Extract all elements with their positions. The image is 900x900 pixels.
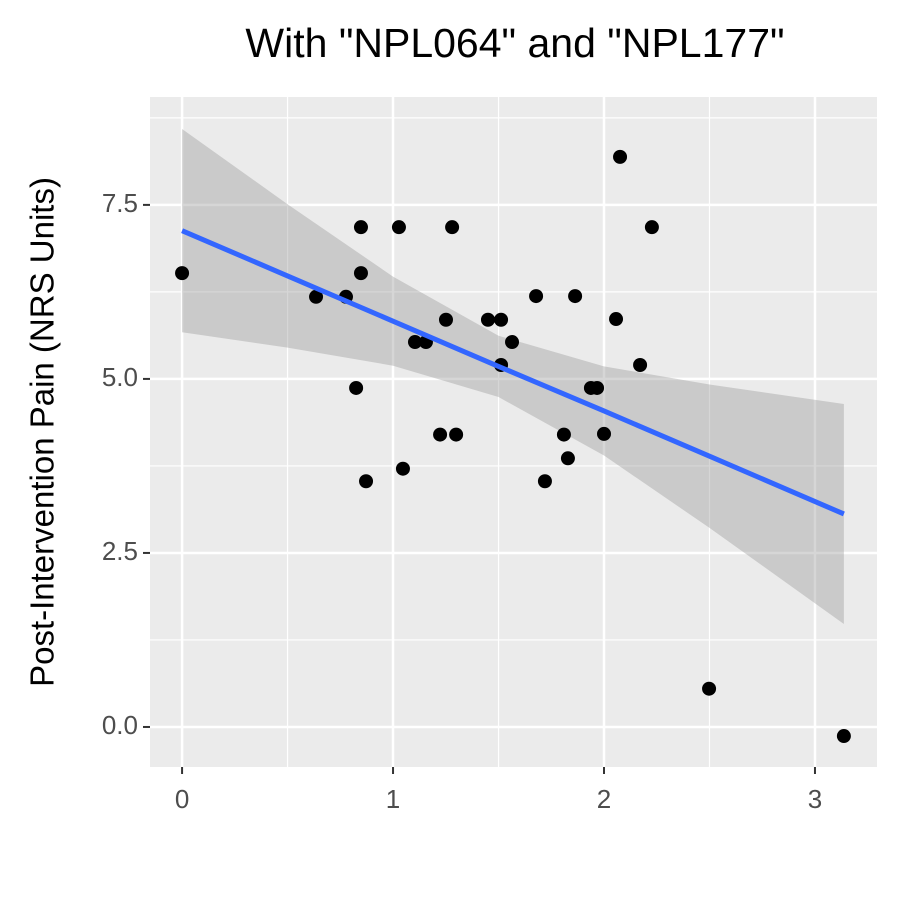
point: [353, 266, 368, 281]
point: [445, 220, 460, 235]
point: [433, 427, 448, 442]
point: [309, 289, 324, 304]
fit-line: [181, 228, 845, 517]
point: [449, 427, 464, 442]
x-tick-label: 3: [808, 784, 822, 814]
point: [590, 380, 605, 395]
point: [175, 266, 190, 281]
point: [644, 220, 659, 235]
point: [702, 681, 717, 696]
point: [609, 312, 624, 327]
confidence-band: [182, 129, 844, 624]
point: [836, 729, 851, 744]
point: [359, 474, 374, 489]
point: [568, 289, 583, 304]
y-tick-label: 0.0: [102, 710, 138, 740]
point: [633, 358, 648, 372]
y-axis-label: Post-Intervention Pain (NRS Units): [24, 177, 61, 687]
y-tick-label: 5.0: [102, 362, 138, 392]
chart-title: With "NPL064" and "NPL177": [245, 20, 784, 66]
point: [560, 451, 575, 466]
point: [480, 312, 495, 327]
point: [597, 426, 612, 441]
x-tick-label: 1: [386, 784, 400, 814]
x-tick-label: 0: [175, 784, 189, 814]
panel: [150, 97, 877, 767]
point: [407, 335, 422, 350]
point: [349, 380, 364, 395]
point: [395, 461, 410, 476]
point: [613, 149, 628, 164]
point: [505, 335, 520, 350]
x-tick-label: 2: [597, 784, 611, 814]
point: [529, 289, 544, 304]
y-tick-label: 7.5: [102, 188, 138, 218]
point: [438, 312, 453, 327]
point: [494, 312, 509, 327]
point: [556, 427, 571, 442]
point: [391, 220, 406, 235]
point: [353, 220, 368, 235]
y-tick-label: 2.5: [102, 536, 138, 566]
point: [537, 474, 552, 489]
